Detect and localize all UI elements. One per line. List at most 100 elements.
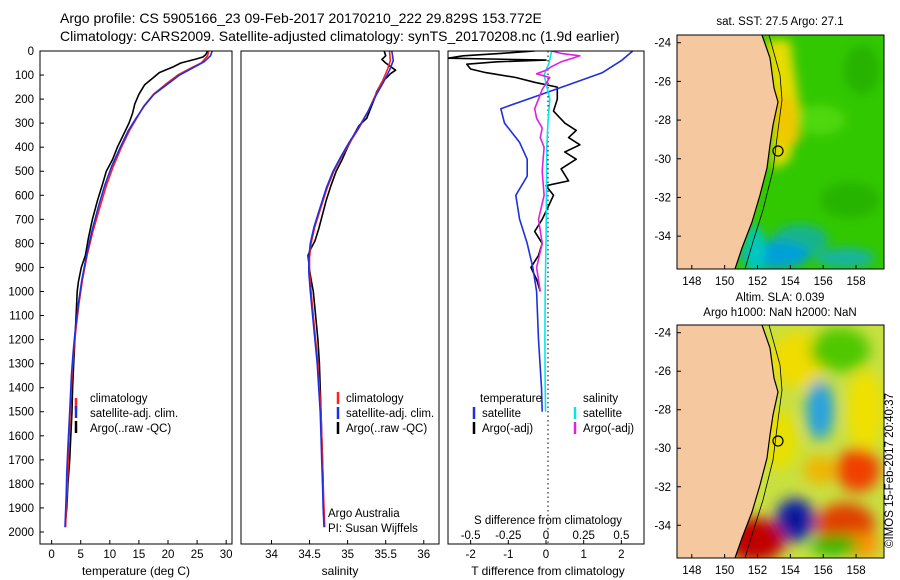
legend-label-satellite: satellite-adj. clim. [90, 408, 178, 420]
depth-tick-label: 900 [15, 262, 34, 274]
sla-map-title: Altim. SLA: 0.039 [736, 292, 825, 304]
legend-label-argo: Argo(..raw -QC) [346, 423, 427, 435]
depth-tick-label: 300 [15, 118, 34, 130]
depth-tick-label: 1200 [8, 335, 34, 347]
note-argo-australia: Argo Australia [328, 508, 400, 520]
note-pi: PI: Susan Wijffels [328, 523, 418, 535]
lon-tick-label: 154 [781, 565, 801, 577]
figure-title-line2: Climatology: CARS2009. Satellite-adjuste… [60, 28, 620, 44]
lat-tick-label: -24 [654, 38, 671, 50]
series-temperature-argo-adj- [448, 51, 581, 292]
lat-tick-label: -30 [654, 154, 671, 166]
series-argo-raw-qc- [64, 51, 209, 521]
temperature-axes-box [39, 50, 233, 545]
figure-title-line1: Argo profile: CS 5905166_23 09-Feb-2017 … [60, 10, 542, 26]
depth-tick-label: 400 [15, 142, 34, 154]
series-salinity-satellite [543, 51, 553, 412]
s-tick-label: -0.5 [461, 530, 481, 542]
lon-tick-label: 156 [814, 276, 833, 288]
depth-tick-label: 0 [28, 46, 34, 58]
depth-tick-label: 600 [15, 190, 34, 202]
temperature-legend: climatology satellite-adj. clim. Argo(..… [74, 393, 178, 435]
lon-tick-label: 148 [682, 565, 701, 577]
depth-tick-label: 1500 [8, 407, 34, 419]
lat-tick-label: -24 [654, 328, 671, 340]
s-tick-label: 0 [543, 530, 549, 542]
lat-tick-label: -26 [654, 366, 671, 378]
depth-tick-label: 100 [15, 70, 34, 82]
s-tick-label: 0.5 [613, 530, 629, 542]
sst-map-frame [676, 34, 885, 270]
lon-tick-label: 156 [814, 565, 833, 577]
lon-tick-label: 154 [781, 276, 801, 288]
legend-label-satellite: satellite-adj. clim. [346, 408, 434, 420]
lat-tick-label: -34 [654, 520, 671, 532]
series-argo-raw-qc- [307, 51, 397, 521]
s-tick-label: -0.25 [495, 530, 521, 542]
legend-label-t-argo: Argo(-adj) [482, 423, 533, 435]
sst-map-title: sat. SST: 27.5 Argo: 27.1 [716, 16, 843, 28]
temperature-xlabel: temperature (deg C) [82, 564, 190, 578]
lat-tick-label: -28 [654, 115, 671, 127]
sst-map: sat. SST: 27.5 Argo: 27.1 -24 -26 -28 -30 -3… [654, 16, 885, 288]
argo-position-marker [772, 145, 784, 157]
lon-tick-label: 158 [846, 565, 865, 577]
legend-title-temperature: temperature [480, 393, 542, 405]
lat-tick-label: -30 [654, 443, 671, 455]
x-tick-label: 35 [341, 549, 354, 561]
series-temperature-satellite [499, 51, 634, 412]
lon-tick-label: 148 [682, 276, 701, 288]
lat-tick-label: -32 [654, 482, 671, 494]
difference-axes-box [447, 50, 645, 545]
series-satellite-adj-clim- [64, 51, 213, 528]
x-tick-label: 1 [580, 549, 586, 561]
x-tick-label: -2 [465, 549, 475, 561]
lat-tick-label: -32 [654, 192, 671, 204]
x-tick-label: 34.5 [298, 549, 320, 561]
temperature-panel: 0 100 200 300 400 500 600 700 800 900 1000 1100 1200… [8, 46, 232, 578]
lat-tick-label: -28 [654, 405, 671, 417]
x-tick-label: -1 [503, 549, 513, 561]
depth-tick-label: 1000 [8, 286, 34, 298]
lat-tick-label: -26 [654, 76, 671, 88]
depth-tick-label: 1100 [9, 311, 34, 323]
x-tick-label: 35.5 [374, 549, 396, 561]
depth-tick-label: 1800 [8, 479, 34, 491]
lon-tick-label: 152 [748, 276, 767, 288]
x-tick-label: 34 [265, 549, 278, 561]
legend-label-argo: Argo(..raw -QC) [90, 423, 171, 435]
depth-tick-label: 1600 [8, 431, 34, 443]
depth-axis: 0 100 200 300 400 500 600 700 800 900 1000 1100 1200… [8, 46, 44, 539]
depth-tick-label: 2000 [8, 527, 34, 539]
depth-tick-label: 200 [15, 94, 34, 106]
x-tick-label: 10 [103, 549, 116, 561]
legend-label-climatology: climatology [346, 393, 404, 405]
sla-map: Altim. SLA: 0.039 Argo h1000: NaN h2000:… [654, 292, 885, 577]
argo-position-marker [772, 435, 784, 447]
difference-x-ticks: -2 -0.5 -1 -0.25 0 0 1 0.25 2 0.5 [461, 530, 630, 561]
salinity-axes-box [240, 50, 440, 545]
salinity-legend: climatology satellite-adj. clim. Argo(..… [336, 392, 434, 435]
imos-credit: ©IMOS 15-Feb-2017 20:40:37 [884, 393, 896, 548]
x-tick-label: 30 [220, 549, 233, 561]
depth-tick-label: 1400 [8, 383, 34, 395]
depth-tick-label: 800 [15, 238, 34, 250]
s-tick-label: 0.25 [572, 530, 594, 542]
legend-label-s-argo: Argo(-adj) [583, 423, 634, 435]
depth-tick-label: 700 [15, 214, 34, 226]
s-difference-label: S difference from climatology [474, 515, 622, 527]
temperature-x-ticks: 0 5 10 15 20 25 30 [48, 540, 233, 561]
x-tick-label: 2 [618, 549, 624, 561]
depth-tick-label: 1700 [8, 455, 34, 467]
series-salinity-argo-adj- [533, 51, 581, 292]
salinity-x-ticks: 34 34.5 35 35.5 36 [265, 540, 430, 561]
x-tick-label: 15 [133, 549, 146, 561]
sla-map-frame [676, 324, 885, 559]
x-tick-label: 25 [191, 549, 204, 561]
lon-tick-label: 152 [748, 565, 767, 577]
legend-label-climatology: climatology [90, 393, 148, 405]
depth-tick-label: 1300 [8, 359, 34, 371]
depth-tick-label: 500 [15, 166, 34, 178]
salinity-panel: 34 34.5 35 35.5 36 salinity climatology sate… [240, 50, 440, 578]
